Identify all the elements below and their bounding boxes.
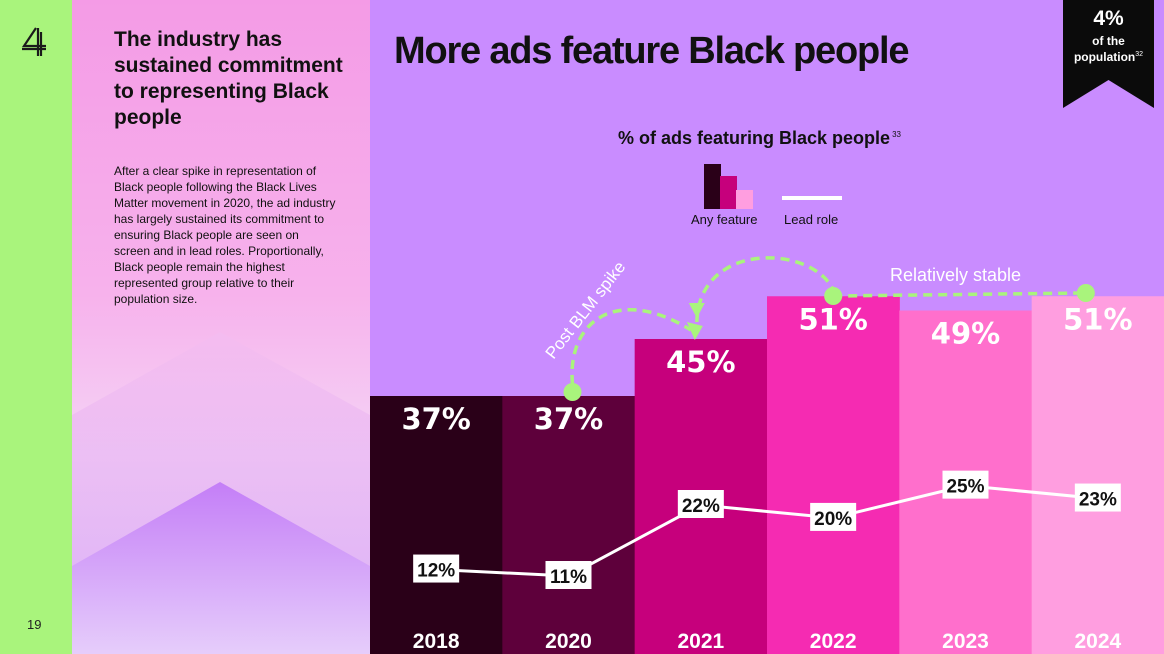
lead-label-box	[413, 554, 460, 583]
population-label-2: population32	[1073, 50, 1144, 64]
bar-value-label: 45%	[666, 345, 735, 379]
relatively-stable-label: Relatively stable	[890, 265, 1021, 285]
population-value: 4%	[1093, 7, 1124, 30]
left-accent-strip: 19	[0, 0, 72, 654]
spike-arc	[695, 256, 835, 323]
bar-value-label: 51%	[1063, 302, 1132, 336]
population-label: of the	[1092, 34, 1125, 48]
legend-any-feature-label: Any feature	[691, 212, 758, 227]
lead-value-label: 11%	[550, 567, 587, 588]
population-badge: 4% of the population32	[1063, 0, 1154, 110]
lead-value-label: 23%	[1079, 490, 1117, 511]
chevron-decoration	[72, 332, 370, 654]
lead-label-box	[677, 490, 724, 518]
legend-any-feature-swatch	[704, 164, 753, 209]
bar-value-label: 37%	[534, 402, 603, 436]
x-tick-label: 2024	[1074, 630, 1121, 653]
lead-label-box	[810, 502, 857, 531]
bar-2022	[767, 296, 900, 654]
marker-dot	[824, 287, 843, 305]
post-blm-arc	[570, 308, 692, 385]
bar-chart: 37% 37% 45% 51% 49% 51% 2018 2020 2021 2022 2023 20…	[370, 256, 1164, 654]
lead-label-box	[942, 470, 989, 499]
stable-line	[833, 291, 1086, 298]
bar-2020	[502, 396, 636, 654]
lead-label-box	[545, 561, 592, 589]
marker-dot	[563, 383, 582, 401]
legend-lead-role-label: Lead role	[784, 212, 839, 227]
x-tick-label: 2018	[413, 630, 460, 653]
side-panel: The industry has sustained commitment to…	[72, 0, 370, 654]
lead-value-label: 20%	[814, 509, 852, 530]
bar-value-label: 51%	[798, 302, 867, 336]
x-tick-label: 2022	[810, 630, 857, 653]
lead-value-label: 12%	[417, 561, 455, 582]
x-tick-label: 2020	[545, 630, 592, 653]
bar-value-label: 49%	[931, 317, 1000, 351]
lead-value-label: 22%	[682, 496, 720, 517]
channel-4-logo	[21, 27, 46, 56]
lead-value-label: 25%	[946, 477, 984, 498]
side-body-text: After a clear spike in representation of…	[114, 164, 336, 306]
arrow-head	[688, 303, 705, 318]
chart-title: % of ads featuring Black people 33	[618, 128, 901, 148]
bar-2018	[370, 396, 503, 654]
bar-2024	[1031, 296, 1164, 654]
bar-value-label: 37%	[401, 402, 470, 436]
page-number: 19	[27, 617, 42, 632]
side-heading: The industry has sustained commitment to…	[114, 28, 343, 129]
lead-label-box	[1074, 483, 1121, 512]
page-title: More ads feature Black people	[394, 30, 909, 72]
chart-panel: More ads feature Black people % of ads f…	[370, 0, 1164, 654]
x-tick-label: 2023	[942, 630, 989, 653]
x-tick-label: 2021	[677, 630, 724, 653]
arrow-head	[686, 322, 703, 340]
marker-dot	[1076, 284, 1095, 302]
legend-lead-role-swatch	[782, 196, 842, 200]
